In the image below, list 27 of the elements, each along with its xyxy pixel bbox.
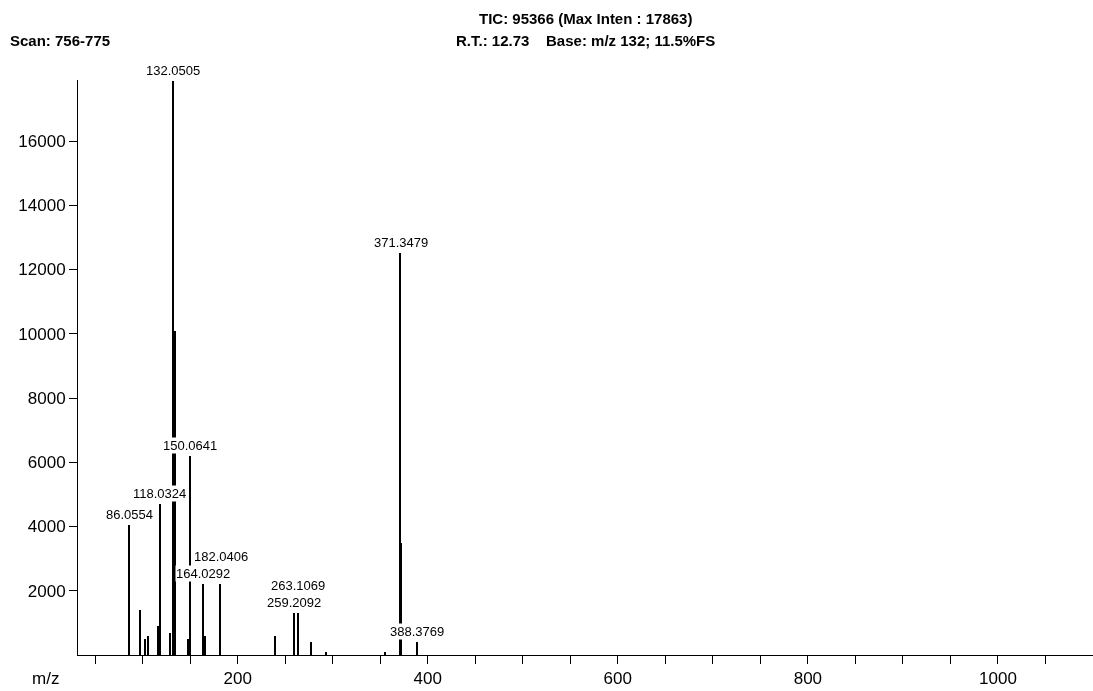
chart-title: TIC: 95366 (Max Inten : 17863) <box>479 10 693 27</box>
annotation: 150.0641 <box>163 438 218 453</box>
y-tick-label: 8000 <box>27 388 66 408</box>
x-tick-label: 600 <box>603 669 632 689</box>
annotation: 259.2092 <box>267 595 322 610</box>
text: Scan: 756-775 <box>10 32 111 49</box>
annotation: 86.0554 <box>106 507 153 522</box>
annotation: 118.0324 <box>133 486 187 501</box>
y-tick-label: 2000 <box>27 581 66 601</box>
annotation: 132.0505 <box>146 63 201 78</box>
annotation: 371.3479 <box>374 235 429 250</box>
x-tick-label: 800 <box>793 669 823 689</box>
x-axis-title: m/z <box>32 669 60 688</box>
y-tick-label: 4000 <box>27 517 66 537</box>
x-tick-label: 200 <box>223 669 252 689</box>
y-tick-label: 16000 <box>18 131 66 151</box>
y-tick-label: 6000 <box>27 453 66 473</box>
x-tick-label: 400 <box>413 669 442 689</box>
annotation: 263.1069 <box>271 578 326 593</box>
x-tick-label: 1000 <box>979 669 1017 689</box>
chart-subtitle: R.T.: 12.73 Base: m/z 132; 11.5%FS <box>456 32 716 49</box>
y-tick-label: 10000 <box>18 324 66 344</box>
y-tick-label: 14000 <box>18 196 66 216</box>
annotation: 388.3769 <box>390 624 445 639</box>
annotation: 164.0292 <box>176 566 231 581</box>
y-tick-label: 12000 <box>18 260 66 280</box>
annotation: 182.0406 <box>194 549 249 564</box>
